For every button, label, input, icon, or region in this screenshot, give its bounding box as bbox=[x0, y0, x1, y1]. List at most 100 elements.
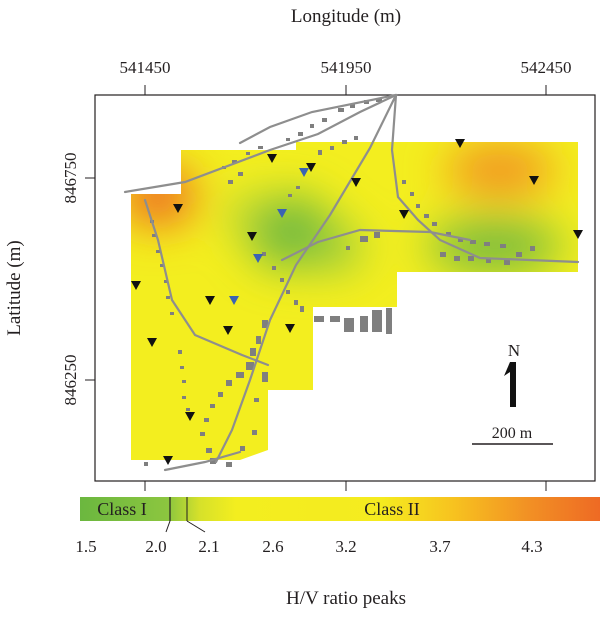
x-axis-title: Longitude (m) bbox=[291, 6, 401, 27]
road-north bbox=[123, 93, 398, 194]
building bbox=[144, 462, 148, 466]
colorbar-tick-2: 2.0 bbox=[145, 537, 166, 556]
site-marker-class2 bbox=[131, 281, 141, 290]
building bbox=[322, 118, 327, 122]
building bbox=[246, 362, 254, 370]
site-marker-class2 bbox=[147, 338, 157, 347]
scale-bar-label: 200 m bbox=[492, 425, 533, 442]
building bbox=[454, 256, 460, 261]
site-marker-class2 bbox=[306, 163, 316, 172]
site-marker-class2 bbox=[285, 324, 295, 333]
building bbox=[470, 240, 476, 244]
building bbox=[178, 350, 182, 354]
colorbar-gradient bbox=[80, 497, 600, 521]
road-south bbox=[163, 450, 242, 472]
north-label: N bbox=[508, 341, 520, 360]
buildings-layer bbox=[144, 98, 535, 467]
building bbox=[170, 312, 174, 315]
colorbar-tick-6: 3.7 bbox=[429, 537, 451, 556]
road-diagonal bbox=[214, 93, 398, 464]
building bbox=[206, 448, 212, 453]
site-marker-class1 bbox=[277, 209, 287, 218]
site-marker-class1 bbox=[253, 254, 263, 263]
site-marker-class2 bbox=[455, 139, 465, 148]
building bbox=[446, 232, 451, 236]
building bbox=[500, 244, 506, 248]
colorbar-tick-4: 2.6 bbox=[262, 537, 283, 556]
building bbox=[246, 152, 250, 155]
building bbox=[252, 430, 257, 435]
building bbox=[250, 348, 256, 356]
building bbox=[280, 278, 284, 282]
building bbox=[288, 194, 292, 197]
building bbox=[256, 336, 261, 344]
road-east bbox=[390, 93, 580, 264]
building bbox=[432, 222, 437, 226]
north-arrow: N bbox=[504, 341, 520, 407]
building bbox=[458, 238, 463, 242]
building bbox=[166, 296, 170, 299]
axis-ticks bbox=[85, 85, 547, 491]
roads-layer bbox=[123, 93, 580, 472]
building bbox=[484, 242, 490, 246]
site-marker-class2 bbox=[205, 296, 215, 305]
building bbox=[440, 252, 446, 257]
building bbox=[486, 258, 491, 263]
building bbox=[330, 146, 334, 150]
north-arrow-shaft bbox=[510, 362, 516, 407]
x-tick-label-2: 541950 bbox=[321, 58, 372, 77]
building bbox=[164, 280, 168, 283]
class-ii-label: Class II bbox=[364, 499, 420, 519]
building bbox=[424, 214, 429, 218]
building bbox=[468, 256, 474, 261]
building bbox=[240, 446, 245, 451]
tick-connector-2-0 bbox=[165, 520, 171, 533]
site-marker-class2 bbox=[351, 178, 361, 187]
building bbox=[342, 140, 347, 144]
building bbox=[262, 252, 266, 256]
building bbox=[152, 234, 156, 237]
site-marker-class2 bbox=[267, 154, 277, 163]
building bbox=[350, 104, 355, 108]
building bbox=[182, 396, 186, 399]
site-marker-class2 bbox=[185, 412, 195, 421]
building bbox=[218, 392, 223, 397]
building bbox=[254, 398, 259, 402]
y-tick-label-2: 846250 bbox=[61, 355, 80, 406]
colorbar-tick-7: 4.3 bbox=[521, 537, 542, 556]
north-arrow-head bbox=[504, 362, 510, 376]
building bbox=[272, 266, 276, 270]
colorbar: Class I Class II 1.5 2.0 2.1 2.6 3.2 3.7… bbox=[75, 497, 600, 609]
x-tick-label-1: 541450 bbox=[120, 58, 171, 77]
building bbox=[204, 418, 209, 422]
building bbox=[330, 316, 340, 322]
building bbox=[286, 138, 290, 141]
building bbox=[186, 408, 190, 411]
building bbox=[238, 172, 243, 176]
building bbox=[156, 250, 160, 253]
building bbox=[296, 186, 300, 189]
site-marker-class2 bbox=[573, 230, 583, 239]
building bbox=[386, 308, 392, 334]
building bbox=[294, 300, 298, 305]
building bbox=[346, 246, 350, 250]
colorbar-title: H/V ratio peaks bbox=[286, 588, 406, 609]
building bbox=[182, 380, 186, 383]
building bbox=[338, 108, 344, 112]
building bbox=[262, 372, 268, 382]
site-marker-class1 bbox=[229, 296, 239, 305]
y-tick-label-1: 846750 bbox=[61, 153, 80, 204]
plot-frame bbox=[94, 94, 596, 482]
building bbox=[210, 458, 216, 464]
x-tick-label-3: 542450 bbox=[521, 58, 572, 77]
building bbox=[314, 316, 324, 322]
road-central bbox=[280, 228, 472, 262]
building bbox=[416, 204, 420, 208]
site-marker-class2 bbox=[223, 326, 233, 335]
site-marker-class2 bbox=[173, 204, 183, 213]
measurement-sites bbox=[131, 139, 583, 465]
building bbox=[354, 136, 358, 140]
colorbar-tick-1: 1.5 bbox=[75, 537, 96, 556]
